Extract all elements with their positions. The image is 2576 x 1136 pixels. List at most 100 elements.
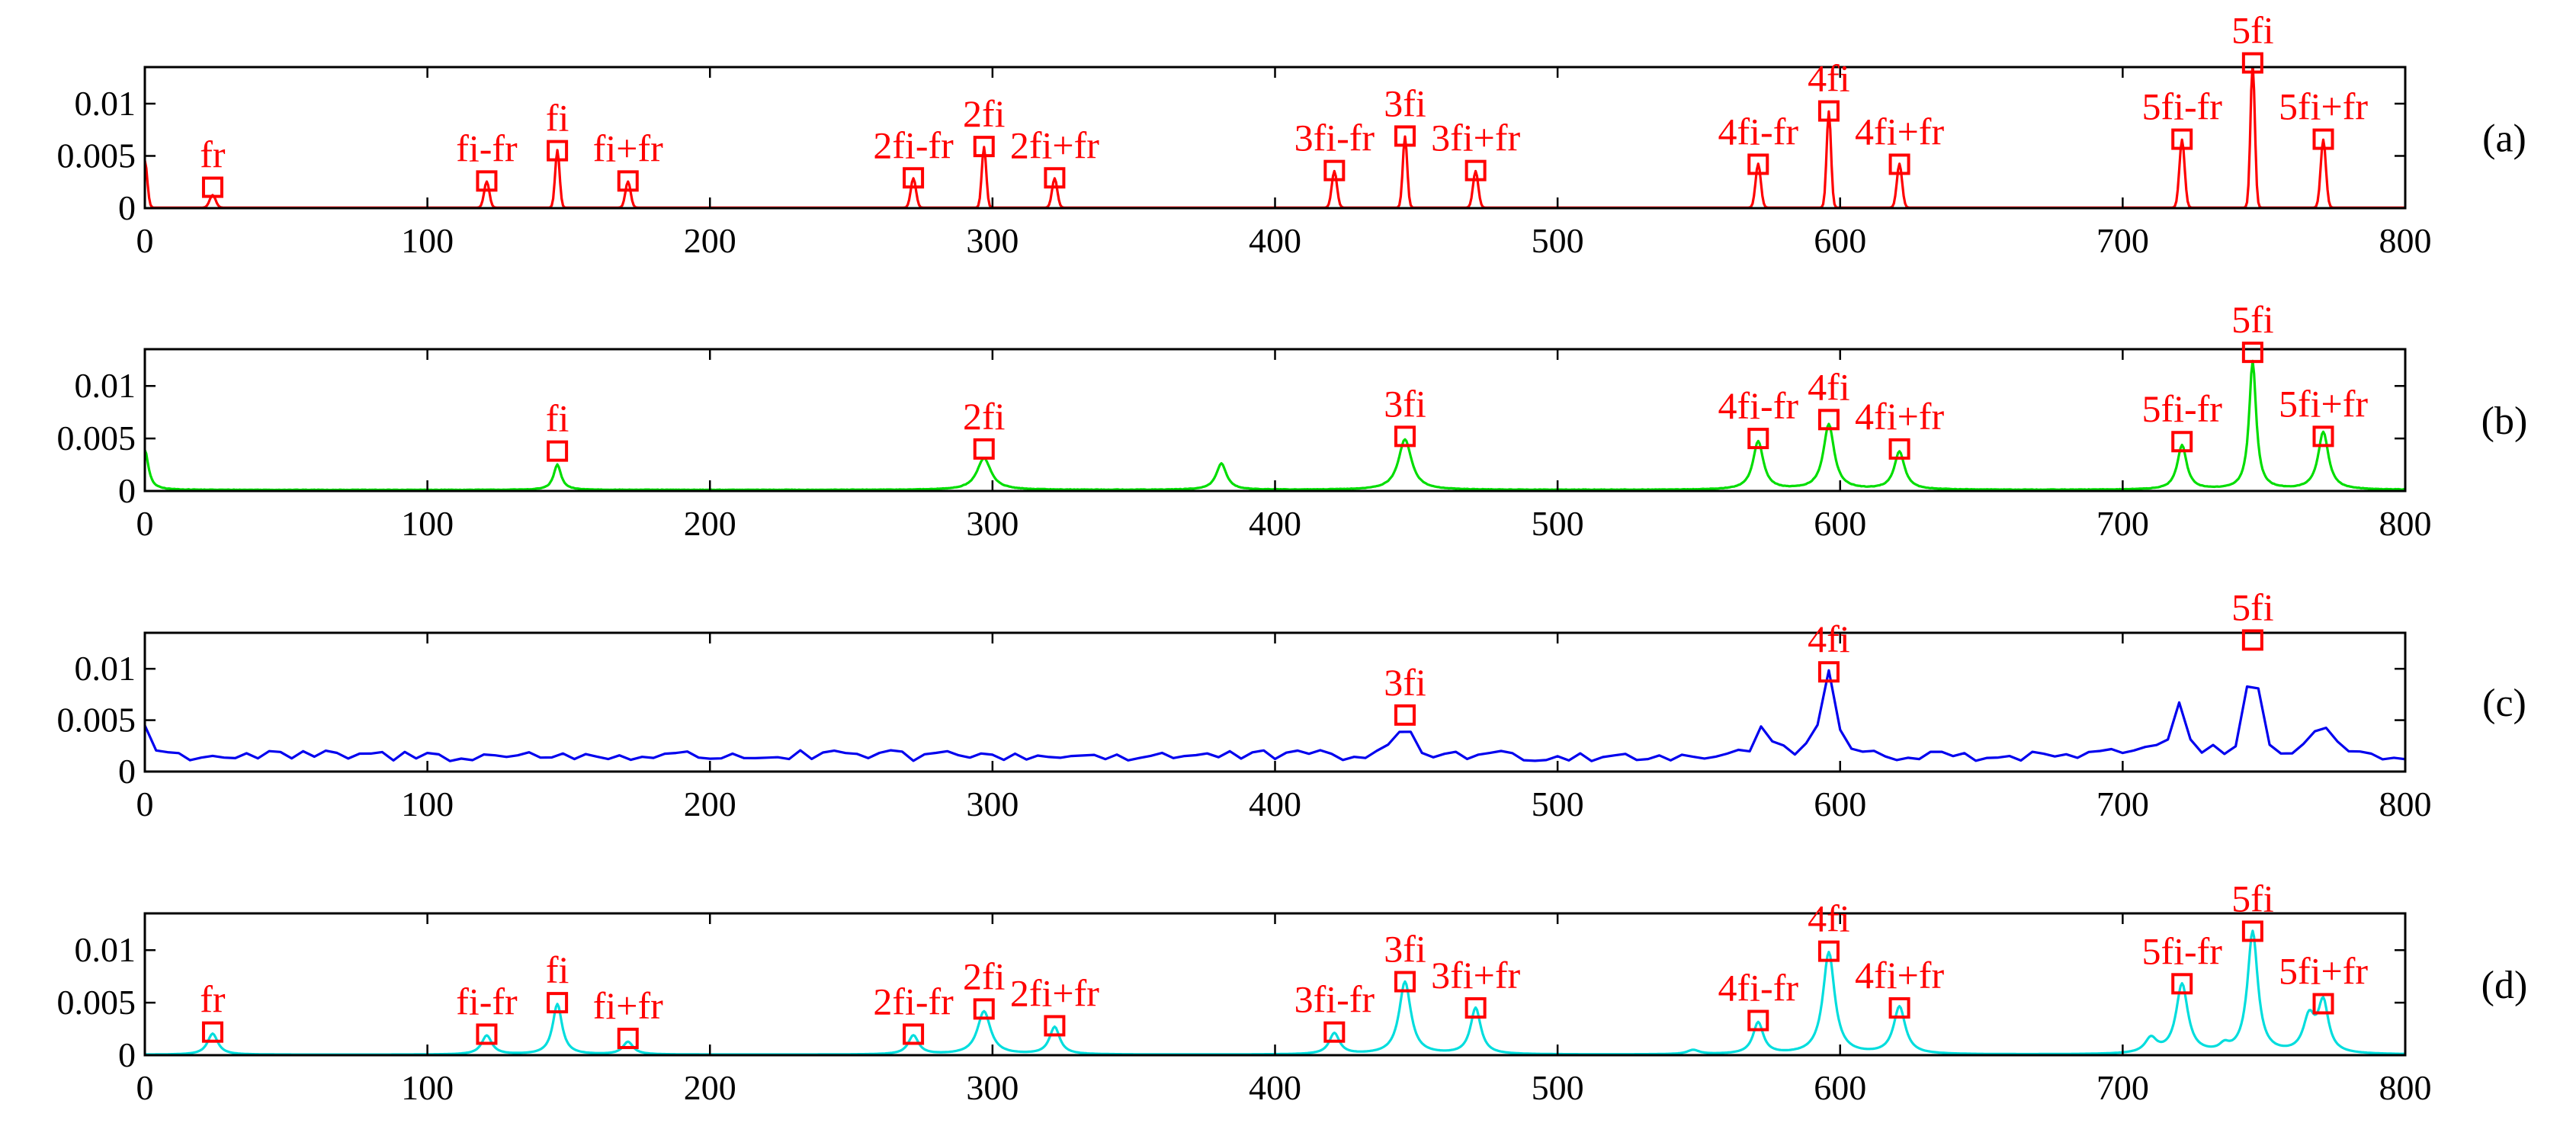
- peak-label: 4fi+fr: [1855, 395, 1944, 438]
- x-tick-label: 800: [2379, 785, 2432, 823]
- x-tick-label: 800: [2379, 504, 2432, 543]
- peak-label: fi+fr: [593, 984, 663, 1027]
- peak-marker: [547, 992, 569, 1014]
- x-tick-label: 0: [136, 504, 154, 543]
- y-tick-label: 0.01: [75, 930, 136, 969]
- panel-label: (b): [2481, 400, 2528, 443]
- peak-marker: [2171, 128, 2193, 150]
- y-tick-label: 0.01: [75, 84, 136, 123]
- peak-marker: [2241, 342, 2263, 364]
- plot-frame: [143, 348, 2407, 493]
- x-tick-label: 300: [966, 504, 1019, 543]
- peak-label: 4fi-fr: [1718, 384, 1799, 427]
- peak-marker: [201, 1021, 223, 1043]
- peak-label: 3fi+fr: [1431, 117, 1520, 159]
- peak-label: 5fi: [2231, 586, 2274, 628]
- peak-marker: [1817, 661, 1840, 683]
- series-line: [145, 669, 2405, 762]
- x-tick-label: 800: [2379, 221, 2432, 260]
- peak-marker: [2312, 993, 2334, 1015]
- x-tick-label: 300: [966, 785, 1019, 823]
- peak-marker: [476, 1023, 498, 1045]
- x-tick-label: 400: [1249, 504, 1301, 543]
- chart-panel-1: 0 100 200 300 400 500 600 700 800 0 0.005 0.01 fr fi-…: [57, 9, 2526, 260]
- peak-label: 4fi-fr: [1718, 110, 1799, 152]
- peak-label: 4fi: [1808, 57, 1850, 100]
- x-tick-label: 500: [1532, 221, 1584, 260]
- peak-marker: [1464, 159, 1487, 181]
- peak-marker: [1394, 971, 1416, 993]
- x-tick-label: 300: [966, 221, 1019, 260]
- peak-label: 2fi: [963, 955, 1006, 997]
- peak-marker: [1888, 153, 1910, 175]
- x-tick-label: 500: [1532, 785, 1584, 823]
- peak-marker: [1747, 1009, 1769, 1032]
- x-tick-label: 0: [136, 1068, 154, 1107]
- chart-panel-2: 0 100 200 300 400 500 600 700 800 0 0.005 0.01 fi 2fi…: [57, 298, 2528, 543]
- series-line: [145, 359, 2405, 491]
- chart-panel-3: 0 100 200 300 400 500 600 700 800 0 0.005 0.01 3fi 4f…: [57, 586, 2526, 823]
- peak-label: 5fi+fr: [2279, 382, 2368, 425]
- peak-marker: [903, 167, 925, 189]
- peak-marker: [617, 170, 639, 192]
- x-tick-label: 400: [1249, 221, 1301, 260]
- peak-marker: [1817, 100, 1840, 122]
- peak-label: 5fi+fr: [2279, 949, 2368, 992]
- peak-marker: [201, 176, 223, 198]
- peak-marker: [973, 998, 995, 1020]
- y-tick-label: 0: [118, 1035, 136, 1074]
- x-tick-label: 100: [401, 221, 454, 260]
- peak-marker: [1888, 438, 1910, 460]
- peak-marker: [1394, 125, 1416, 147]
- peak-label: 5fi-fr: [2141, 85, 2222, 128]
- x-tick-label: 100: [401, 785, 454, 823]
- peak-marker: [1323, 159, 1346, 181]
- y-tick-label: 0.01: [75, 366, 136, 405]
- peak-marker: [1888, 997, 1910, 1019]
- peak-marker: [2171, 431, 2193, 453]
- peak-label: 2fi-fr: [873, 980, 954, 1022]
- peak-marker: [2171, 973, 2193, 995]
- x-tick-label: 600: [1814, 1068, 1866, 1107]
- peak-label: 2fi+fr: [1010, 971, 1099, 1014]
- peak-label: 2fi: [963, 92, 1006, 135]
- x-tick-label: 100: [401, 1068, 454, 1107]
- peak-label: fr: [200, 978, 226, 1021]
- peak-label: fr: [200, 133, 226, 176]
- peak-marker: [547, 140, 569, 162]
- peak-label: 3fi: [1384, 82, 1426, 124]
- x-tick-label: 700: [2096, 1068, 2149, 1107]
- x-tick-label: 0: [136, 785, 154, 823]
- peak-label: fi: [546, 948, 569, 991]
- peak-label: fi: [546, 97, 569, 140]
- peak-marker: [903, 1023, 925, 1045]
- x-tick-label: 700: [2096, 504, 2149, 543]
- x-tick-label: 100: [401, 504, 454, 543]
- x-tick-label: 600: [1814, 504, 1866, 543]
- peak-marker: [1747, 153, 1769, 175]
- peak-label: 5fi: [2231, 298, 2274, 341]
- peak-label: 2fi-fr: [873, 124, 954, 166]
- x-tick-label: 600: [1814, 785, 1866, 823]
- peak-label: fi: [546, 397, 569, 440]
- peak-marker: [1394, 425, 1416, 448]
- peak-label: 5fi: [2231, 877, 2274, 919]
- y-tick-label: 0: [118, 752, 136, 791]
- peak-label: 5fi-fr: [2141, 929, 2222, 972]
- peak-label: fi+fr: [593, 127, 663, 169]
- peak-marker: [1464, 997, 1487, 1019]
- peak-marker: [1044, 167, 1066, 189]
- peak-marker: [973, 438, 995, 460]
- peak-label: 5fi-fr: [2141, 387, 2222, 430]
- peak-label: 3fi: [1384, 928, 1426, 971]
- peak-marker: [1747, 428, 1769, 450]
- peak-label: 4fi: [1808, 897, 1850, 940]
- panel-label: (c): [2482, 682, 2526, 725]
- peak-label: 3fi-fr: [1294, 117, 1375, 159]
- peak-label: 3fi: [1384, 661, 1426, 704]
- peak-label: 3fi+fr: [1431, 954, 1520, 996]
- peak-marker: [476, 170, 498, 192]
- panel-label: (d): [2481, 964, 2528, 1007]
- peak-label: 3fi: [1384, 382, 1426, 425]
